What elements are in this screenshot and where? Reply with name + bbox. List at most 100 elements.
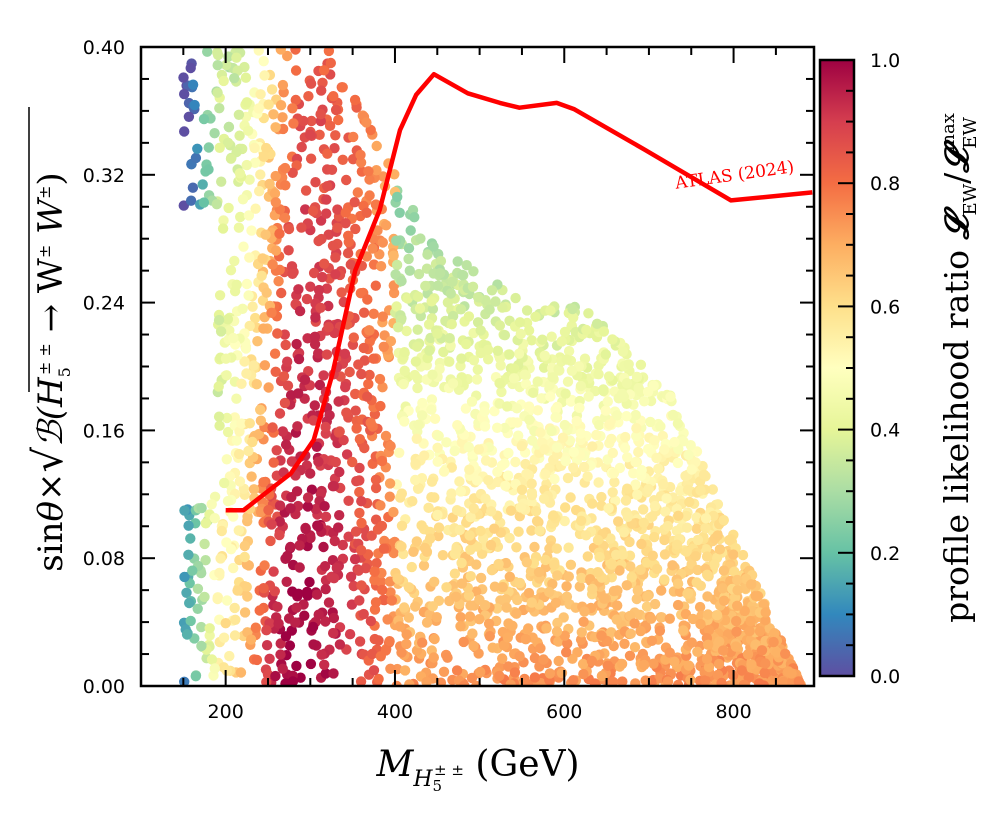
scatter-point bbox=[275, 100, 287, 111]
scatter-point bbox=[200, 518, 211, 529]
limit-curve-layer bbox=[225, 71, 813, 513]
scatter-point bbox=[444, 356, 455, 367]
scatter-point bbox=[391, 235, 402, 246]
scatter-point bbox=[354, 595, 365, 606]
scatter-point bbox=[546, 331, 557, 342]
scatter-point bbox=[215, 326, 227, 337]
scatter-point bbox=[567, 653, 578, 664]
scatter-point bbox=[320, 511, 332, 522]
scatter-point bbox=[616, 658, 628, 670]
scatter-point bbox=[396, 541, 407, 552]
scatter-point bbox=[228, 332, 239, 344]
scatter-point bbox=[228, 511, 239, 522]
scatter-point bbox=[645, 416, 656, 428]
scatter-point bbox=[394, 207, 405, 218]
scatter-point bbox=[778, 676, 789, 686]
scatter-point bbox=[304, 129, 316, 140]
scatter-point bbox=[771, 647, 783, 658]
scatter-point bbox=[672, 599, 684, 611]
scatter-point bbox=[336, 287, 347, 298]
scatter-point bbox=[592, 567, 603, 578]
scatter-point bbox=[437, 550, 449, 561]
scatter-point bbox=[270, 670, 281, 682]
scatter-point bbox=[451, 505, 463, 516]
scatter-point bbox=[608, 468, 620, 479]
scatter-point bbox=[483, 618, 495, 629]
scatter-point bbox=[451, 543, 462, 555]
scatter-point bbox=[185, 533, 196, 544]
scatter-point bbox=[380, 430, 392, 442]
scatter-point bbox=[344, 629, 356, 640]
scatter-point bbox=[623, 359, 634, 370]
scatter-point bbox=[426, 404, 437, 415]
scatter-point bbox=[625, 561, 636, 572]
scatter-point bbox=[276, 287, 287, 299]
scatter-point bbox=[403, 612, 414, 623]
scatter-point bbox=[270, 170, 281, 182]
scatter-point bbox=[412, 341, 423, 352]
scatter-point bbox=[539, 350, 550, 361]
scatter-point bbox=[680, 470, 691, 482]
scatter-point bbox=[256, 270, 267, 281]
scatter-point bbox=[340, 207, 351, 218]
scatter-point bbox=[497, 653, 508, 664]
scatter-point bbox=[678, 436, 689, 447]
scatter-point bbox=[355, 676, 367, 686]
scatter-point bbox=[568, 675, 579, 686]
scatter-point bbox=[736, 665, 747, 676]
scatter-point bbox=[231, 435, 242, 446]
scatter-point bbox=[525, 566, 537, 577]
scatter-point bbox=[646, 613, 657, 624]
scatter-point bbox=[410, 474, 421, 486]
x-tick-label: 600 bbox=[546, 701, 582, 723]
scatter-point bbox=[224, 650, 235, 662]
scatter-point bbox=[692, 564, 703, 576]
scatter-point bbox=[596, 630, 607, 641]
scatter-point bbox=[552, 617, 563, 629]
scatter-point bbox=[561, 581, 572, 592]
scatter-point bbox=[290, 617, 301, 628]
scatter-point bbox=[492, 345, 503, 356]
scatter-point bbox=[308, 639, 319, 650]
scatter-point bbox=[261, 625, 272, 636]
scatter-point bbox=[266, 84, 278, 95]
scatter-point bbox=[358, 307, 370, 318]
scatter-point bbox=[241, 97, 253, 108]
scatter-point bbox=[275, 649, 286, 660]
scatter-point bbox=[331, 562, 342, 574]
scatter-point bbox=[449, 568, 461, 579]
scatter-point bbox=[724, 534, 735, 546]
scatter-point bbox=[299, 610, 310, 621]
scatter-point bbox=[216, 176, 227, 187]
scatter-point bbox=[476, 548, 488, 559]
colorbar-tick-label: 1.0 bbox=[870, 50, 900, 72]
scatter-point bbox=[629, 618, 640, 629]
scatter-point bbox=[311, 441, 322, 452]
scatter-point bbox=[333, 522, 344, 533]
scatter-point bbox=[388, 287, 400, 299]
scatter-point bbox=[472, 317, 484, 328]
scatter-point bbox=[665, 391, 676, 402]
scatter-point bbox=[341, 174, 352, 186]
scatter-point bbox=[279, 162, 291, 174]
scatter-point bbox=[221, 454, 232, 465]
scatter-point bbox=[272, 328, 283, 339]
scatter-point bbox=[286, 261, 298, 272]
scatter-point bbox=[617, 676, 628, 686]
scatter-point bbox=[483, 354, 494, 365]
scatter-point bbox=[309, 331, 321, 342]
scatter-point bbox=[305, 468, 316, 479]
scatter-point bbox=[406, 561, 417, 573]
scatter-point bbox=[306, 115, 317, 127]
scatter-point bbox=[302, 540, 313, 552]
scatter-point bbox=[411, 536, 422, 547]
scatter-point bbox=[265, 535, 276, 547]
scatter-point bbox=[444, 333, 455, 344]
scatter-point bbox=[630, 456, 641, 468]
scatter-point bbox=[409, 369, 420, 381]
scatter-point bbox=[608, 676, 619, 686]
scatter-point bbox=[308, 267, 320, 279]
scatter-point bbox=[446, 488, 457, 499]
scatter-point bbox=[513, 348, 525, 359]
scatter-point bbox=[239, 551, 250, 563]
